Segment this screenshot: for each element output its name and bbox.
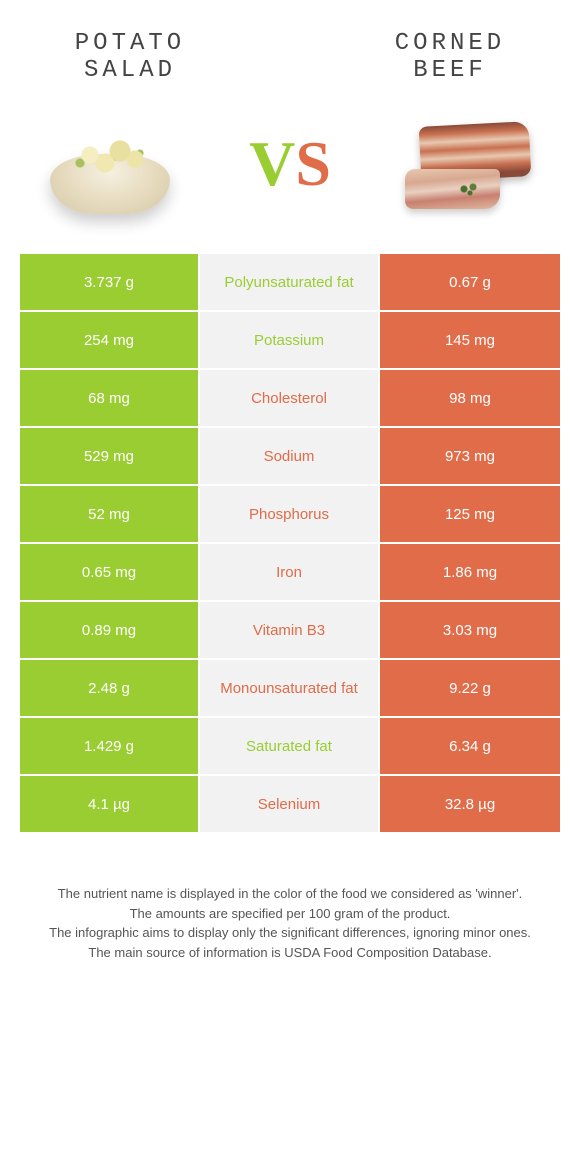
food-title-right: Corned beef (350, 30, 550, 84)
vs-label: VS (249, 127, 331, 201)
images-row: VS (0, 94, 580, 254)
cell-nutrient-name: Potassium (200, 312, 380, 368)
cell-nutrient-name: Saturated fat (200, 718, 380, 774)
cell-nutrient-name: Monounsaturated fat (200, 660, 380, 716)
cell-right-value: 0.67 g (380, 254, 560, 310)
cell-left-value: 4.1 µg (20, 776, 200, 832)
food-image-left (30, 104, 190, 224)
table-row: 0.65 mgIron1.86 mg (20, 544, 560, 602)
cell-nutrient-name: Iron (200, 544, 380, 600)
cell-right-value: 9.22 g (380, 660, 560, 716)
table-row: 529 mgSodium973 mg (20, 428, 560, 486)
table-row: 0.89 mgVitamin B33.03 mg (20, 602, 560, 660)
cell-left-value: 2.48 g (20, 660, 200, 716)
cell-right-value: 973 mg (380, 428, 560, 484)
footer-line: The amounts are specified per 100 gram o… (40, 904, 540, 924)
cell-right-value: 32.8 µg (380, 776, 560, 832)
cell-right-value: 125 mg (380, 486, 560, 542)
cell-right-value: 98 mg (380, 370, 560, 426)
cell-left-value: 1.429 g (20, 718, 200, 774)
cell-right-value: 6.34 g (380, 718, 560, 774)
cell-left-value: 254 mg (20, 312, 200, 368)
cell-nutrient-name: Polyunsaturated fat (200, 254, 380, 310)
table-row: 3.737 gPolyunsaturated fat0.67 g (20, 254, 560, 312)
cell-right-value: 3.03 mg (380, 602, 560, 658)
cell-left-value: 68 mg (20, 370, 200, 426)
table-row: 52 mgPhosphorus125 mg (20, 486, 560, 544)
cell-nutrient-name: Selenium (200, 776, 380, 832)
table-row: 68 mgCholesterol98 mg (20, 370, 560, 428)
cell-left-value: 0.89 mg (20, 602, 200, 658)
cell-nutrient-name: Vitamin B3 (200, 602, 380, 658)
cell-right-value: 1.86 mg (380, 544, 560, 600)
table-row: 254 mgPotassium145 mg (20, 312, 560, 370)
footer-notes: The nutrient name is displayed in the co… (0, 834, 580, 982)
footer-line: The infographic aims to display only the… (40, 923, 540, 943)
cell-left-value: 52 mg (20, 486, 200, 542)
cell-left-value: 529 mg (20, 428, 200, 484)
cell-nutrient-name: Cholesterol (200, 370, 380, 426)
cell-nutrient-name: Phosphorus (200, 486, 380, 542)
cell-nutrient-name: Sodium (200, 428, 380, 484)
cell-left-value: 0.65 mg (20, 544, 200, 600)
footer-line: The main source of information is USDA F… (40, 943, 540, 963)
table-row: 2.48 gMonounsaturated fat9.22 g (20, 660, 560, 718)
cell-right-value: 145 mg (380, 312, 560, 368)
footer-line: The nutrient name is displayed in the co… (40, 884, 540, 904)
table-row: 4.1 µgSelenium32.8 µg (20, 776, 560, 834)
table-row: 1.429 gSaturated fat6.34 g (20, 718, 560, 776)
food-image-right (390, 104, 550, 224)
food-title-left: Potato salad (30, 30, 230, 84)
nutrient-table: 3.737 gPolyunsaturated fat0.67 g254 mgPo… (20, 254, 560, 834)
header: Potato salad Corned beef (0, 0, 580, 94)
cell-left-value: 3.737 g (20, 254, 200, 310)
